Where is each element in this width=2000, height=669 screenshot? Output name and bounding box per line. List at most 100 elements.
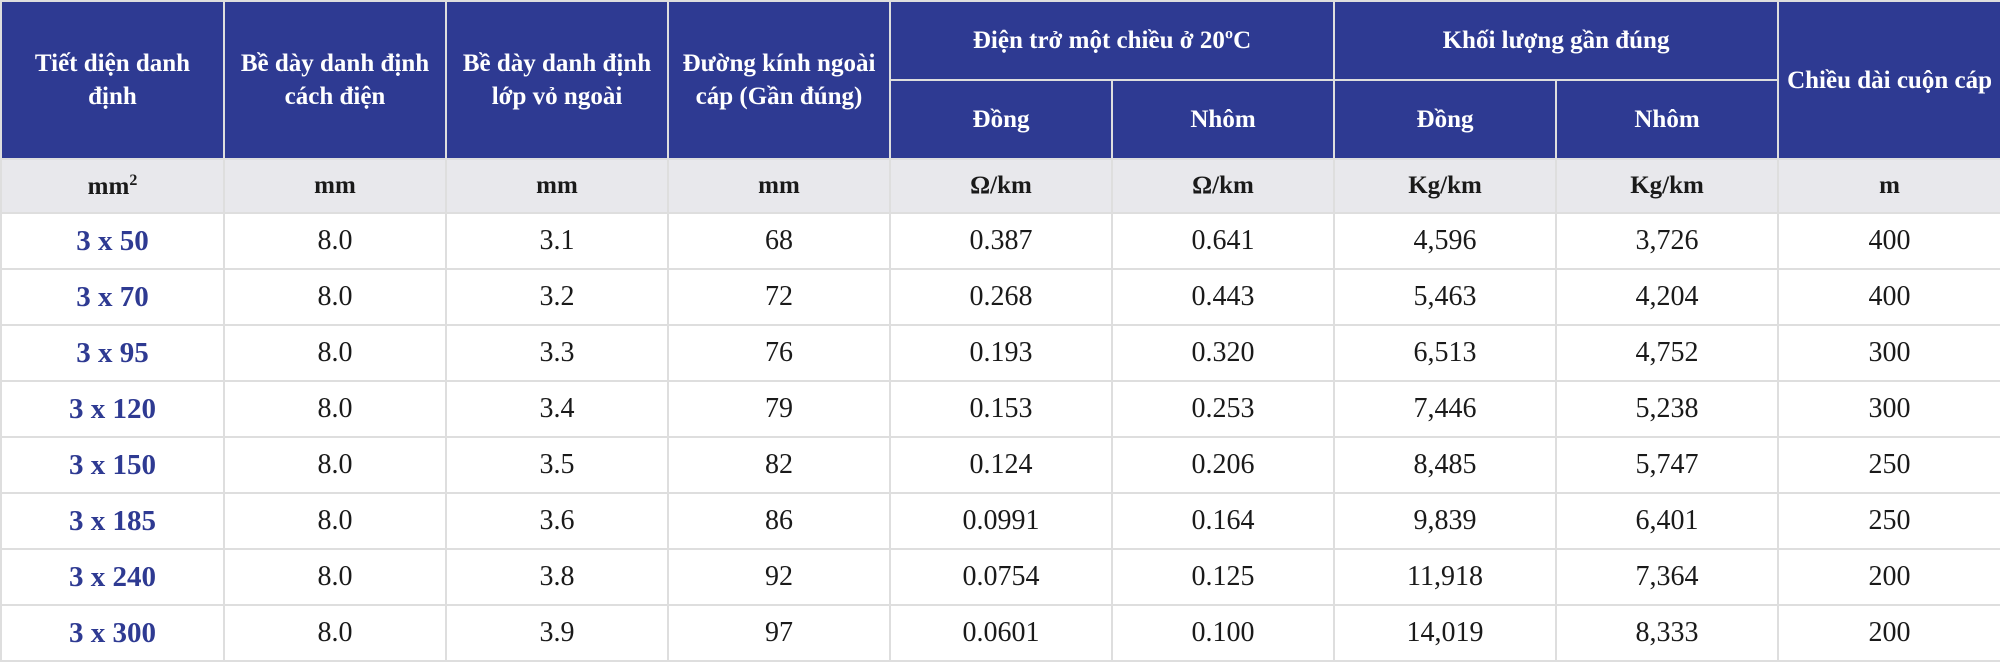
unit-cross-section-base: mm [87, 172, 130, 200]
cell-cross-section: 3 x 70 [0, 268, 225, 326]
cell-outer-diameter: 97 [667, 604, 891, 662]
unit-insulation: mm [223, 158, 447, 214]
cell-drum-length: 250 [1777, 492, 2000, 550]
cell-insulation-thickness: 8.0 [223, 604, 447, 662]
cell-weight-aluminium: 4,204 [1555, 268, 1780, 326]
cell-weight-aluminium: 4,752 [1555, 324, 1780, 382]
cell-weight-copper: 11,918 [1333, 548, 1558, 606]
cell-sheath-thickness: 3.3 [445, 324, 669, 382]
cell-cross-section: 3 x 300 [0, 604, 225, 662]
header-drum-length: Chiều dài cuộn cáp [1777, 0, 2000, 160]
header-insulation-thickness: Bề dày danh định cách điện [223, 0, 447, 160]
cell-weight-aluminium: 7,364 [1555, 548, 1780, 606]
cell-outer-diameter: 79 [667, 380, 891, 438]
cell-insulation-thickness: 8.0 [223, 324, 447, 382]
cell-outer-diameter: 76 [667, 324, 891, 382]
cell-cross-section: 3 x 150 [0, 436, 225, 494]
unit-resistance-aluminium: Ω/km [1110, 158, 1336, 214]
cell-sheath-thickness: 3.6 [445, 492, 669, 550]
cell-resistance-aluminium: 0.253 [1110, 380, 1336, 438]
cell-drum-length: 400 [1777, 212, 2000, 270]
header-dc-resistance-group: Điện trở một chiều ở 20ºC [888, 0, 1336, 81]
cell-sheath-thickness: 3.1 [445, 212, 669, 270]
cell-resistance-copper: 0.0991 [889, 492, 1113, 550]
header-row-2: Đồng Nhôm Đồng Nhôm [1, 79, 2000, 160]
cell-cross-section: 3 x 95 [0, 324, 225, 382]
cell-sheath-thickness: 3.5 [445, 436, 669, 494]
cell-sheath-thickness: 3.2 [445, 268, 669, 326]
cell-weight-aluminium: 6,401 [1555, 492, 1780, 550]
cell-weight-aluminium: 3,726 [1555, 212, 1780, 270]
cell-drum-length: 300 [1777, 324, 2000, 382]
cell-weight-aluminium: 5,238 [1555, 380, 1780, 438]
cell-outer-diameter: 68 [667, 212, 891, 270]
cell-weight-copper: 14,019 [1333, 604, 1558, 662]
cell-drum-length: 250 [1777, 436, 2000, 494]
cell-insulation-thickness: 8.0 [223, 436, 447, 494]
unit-sheath: mm [445, 158, 669, 214]
cell-weight-aluminium: 8,333 [1555, 604, 1780, 662]
unit-weight-copper: Kg/km [1333, 158, 1558, 214]
cell-weight-copper: 6,513 [1333, 324, 1558, 382]
cell-drum-length: 300 [1777, 380, 2000, 438]
table-row: 3 x 95 8.0 3.3 76 0.193 0.320 6,513 4,752 300 [0, 324, 2000, 382]
cell-cross-section: 3 x 50 [0, 212, 225, 270]
table-row: 3 x 120 8.0 3.4 79 0.153 0.253 7,446 5,238 300 [0, 380, 2000, 438]
cell-weight-copper: 4,596 [1333, 212, 1558, 270]
cell-weight-copper: 9,839 [1333, 492, 1558, 550]
unit-diameter: mm [667, 158, 891, 214]
header-approx-weight-group: Khối lượng gần đúng [1333, 0, 1780, 81]
cell-outer-diameter: 86 [667, 492, 891, 550]
header-resistance-aluminium: Nhôm [1110, 79, 1336, 160]
header-row-1: Tiết diện danh định Bề dày danh định các… [0, 0, 2000, 160]
cell-drum-length: 400 [1777, 268, 2000, 326]
unit-drum-length: m [1777, 158, 2000, 214]
cell-resistance-aluminium: 0.100 [1110, 604, 1336, 662]
cell-weight-copper: 5,463 [1333, 268, 1558, 326]
cell-resistance-copper: 0.124 [889, 436, 1113, 494]
header-cross-section: Tiết diện danh định [0, 0, 225, 160]
cell-weight-copper: 7,446 [1333, 380, 1558, 438]
header-resistance-copper: Đồng [889, 79, 1113, 160]
units-row: mm2 mm mm mm Ω/km Ω/km Kg/km Kg/km m [0, 158, 2000, 214]
table-row: 3 x 185 8.0 3.6 86 0.0991 0.164 9,839 6,401 250 [0, 492, 2000, 550]
unit-cross-section-exponent: 2 [129, 171, 138, 189]
header-outer-diameter: Đường kính ngoài cáp (Gần đúng) [667, 0, 891, 160]
cell-resistance-copper: 0.268 [889, 268, 1113, 326]
cell-cross-section: 3 x 185 [0, 492, 225, 550]
cell-drum-length: 200 [1777, 604, 2000, 662]
cell-resistance-copper: 0.387 [889, 212, 1113, 270]
cell-sheath-thickness: 3.9 [445, 604, 669, 662]
cell-resistance-aluminium: 0.125 [1110, 548, 1336, 606]
cell-resistance-copper: 0.193 [889, 324, 1113, 382]
cell-resistance-aluminium: 0.320 [1110, 324, 1336, 382]
cell-resistance-aluminium: 0.206 [1110, 436, 1336, 494]
header-weight-aluminium: Nhôm [1555, 79, 1780, 160]
cell-sheath-thickness: 3.8 [445, 548, 669, 606]
cell-outer-diameter: 92 [667, 548, 891, 606]
header-sheath-thickness: Bề dày danh định lớp vỏ ngoài [445, 0, 669, 160]
cell-resistance-aluminium: 0.641 [1110, 212, 1336, 270]
table-row: 3 x 70 8.0 3.2 72 0.268 0.443 5,463 4,204 400 [0, 268, 2000, 326]
cell-resistance-aluminium: 0.443 [1110, 268, 1336, 326]
cell-resistance-copper: 0.153 [889, 380, 1113, 438]
cell-insulation-thickness: 8.0 [223, 268, 447, 326]
header-weight-copper: Đồng [1333, 79, 1558, 160]
cell-insulation-thickness: 8.0 [223, 380, 447, 438]
cell-weight-aluminium: 5,747 [1555, 436, 1780, 494]
cell-outer-diameter: 72 [667, 268, 891, 326]
cell-sheath-thickness: 3.4 [445, 380, 669, 438]
cell-resistance-copper: 0.0601 [889, 604, 1113, 662]
unit-cross-section: mm2 [0, 158, 225, 214]
cell-insulation-thickness: 8.0 [223, 212, 447, 270]
unit-weight-aluminium: Kg/km [1555, 158, 1780, 214]
table-row: 3 x 50 8.0 3.1 68 0.387 0.641 4,596 3,726 400 [0, 212, 2000, 270]
table-row: 3 x 300 8.0 3.9 97 0.0601 0.100 14,019 8,333 200 [0, 604, 2000, 662]
unit-resistance-copper: Ω/km [889, 158, 1113, 214]
cell-resistance-copper: 0.0754 [889, 548, 1113, 606]
table-row: 3 x 240 8.0 3.8 92 0.0754 0.125 11,918 7,364 200 [0, 548, 2000, 606]
cell-cross-section: 3 x 240 [0, 548, 225, 606]
cell-weight-copper: 8,485 [1333, 436, 1558, 494]
cell-drum-length: 200 [1777, 548, 2000, 606]
